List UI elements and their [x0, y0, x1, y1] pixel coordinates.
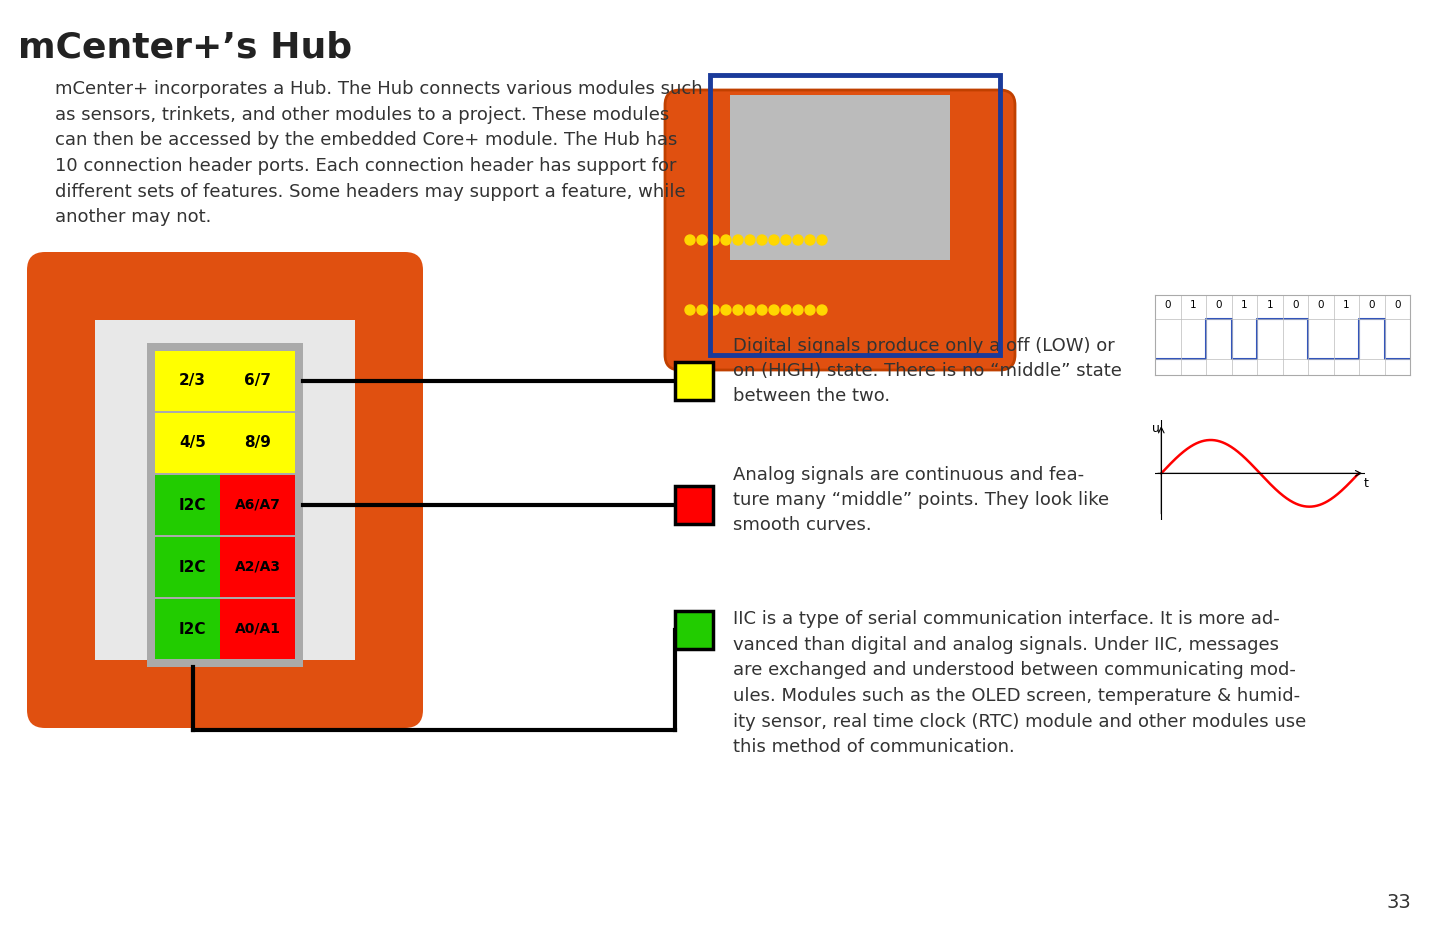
Bar — [212, 343, 303, 419]
Text: 0: 0 — [1216, 300, 1222, 310]
Text: I2C: I2C — [179, 559, 206, 574]
Text: 0: 0 — [1393, 300, 1401, 310]
Circle shape — [709, 305, 719, 315]
Circle shape — [745, 305, 755, 315]
Bar — [220, 537, 295, 597]
Circle shape — [697, 305, 708, 315]
Text: Digital signals produce only a off (LOW) or
on (HIGH) state. There is no “middle: Digital signals produce only a off (LOW)… — [733, 337, 1123, 405]
Bar — [212, 467, 303, 543]
Text: 0: 0 — [1369, 300, 1375, 310]
Text: mCenter+’s Hub: mCenter+’s Hub — [17, 30, 352, 64]
FancyBboxPatch shape — [731, 95, 950, 260]
FancyBboxPatch shape — [664, 90, 1014, 370]
Circle shape — [684, 305, 695, 315]
Bar — [156, 413, 231, 473]
Bar — [212, 529, 303, 605]
Text: A0/A1: A0/A1 — [235, 622, 281, 636]
Text: mCenter+ incorporates a Hub. The Hub connects various modules such
as sensors, t: mCenter+ incorporates a Hub. The Hub con… — [55, 80, 703, 226]
Text: 6/7: 6/7 — [244, 374, 271, 389]
Bar — [156, 351, 231, 411]
Bar — [147, 529, 238, 605]
Text: 1: 1 — [1343, 300, 1350, 310]
Circle shape — [720, 305, 731, 315]
Circle shape — [720, 235, 731, 245]
Circle shape — [684, 235, 695, 245]
Text: I2C: I2C — [179, 622, 206, 637]
Bar — [147, 591, 238, 667]
Circle shape — [793, 235, 803, 245]
Text: Analog signals are continuous and fea-
ture many “middle” points. They look like: Analog signals are continuous and fea- t… — [733, 466, 1110, 534]
Bar — [710, 75, 1000, 355]
Text: t: t — [1363, 476, 1369, 489]
Bar — [674, 362, 713, 400]
Text: 8/9: 8/9 — [244, 435, 271, 450]
Bar — [220, 413, 295, 473]
Circle shape — [817, 235, 827, 245]
Circle shape — [781, 235, 791, 245]
Circle shape — [757, 305, 767, 315]
Circle shape — [709, 235, 719, 245]
Circle shape — [745, 235, 755, 245]
Text: 0: 0 — [1317, 300, 1324, 310]
Text: 2/3: 2/3 — [179, 374, 206, 389]
Bar — [212, 405, 303, 481]
Circle shape — [769, 305, 780, 315]
Circle shape — [733, 235, 744, 245]
Text: 33: 33 — [1386, 893, 1411, 912]
Bar — [95, 320, 354, 660]
Bar — [156, 599, 231, 659]
Circle shape — [769, 235, 780, 245]
Bar — [220, 351, 295, 411]
Text: 1: 1 — [1267, 300, 1272, 310]
Bar — [156, 537, 231, 597]
Circle shape — [793, 305, 803, 315]
Bar — [156, 475, 231, 535]
Text: A6/A7: A6/A7 — [235, 498, 281, 512]
Circle shape — [733, 305, 744, 315]
Circle shape — [806, 305, 816, 315]
Bar — [674, 486, 713, 524]
Text: 1: 1 — [1190, 300, 1196, 310]
Circle shape — [757, 235, 767, 245]
Bar — [147, 467, 238, 543]
Bar — [212, 591, 303, 667]
FancyBboxPatch shape — [27, 252, 424, 728]
Circle shape — [697, 235, 708, 245]
Text: 0: 0 — [1164, 300, 1172, 310]
Text: 4/5: 4/5 — [179, 435, 206, 450]
Circle shape — [817, 305, 827, 315]
Bar — [147, 343, 238, 419]
Circle shape — [806, 235, 816, 245]
Bar — [674, 611, 713, 649]
Text: 0: 0 — [1293, 300, 1298, 310]
Text: A2/A3: A2/A3 — [235, 560, 281, 574]
Text: IIC is a type of serial communication interface. It is more ad-
vanced than digi: IIC is a type of serial communication in… — [733, 610, 1306, 757]
Text: I2C: I2C — [179, 498, 206, 513]
Circle shape — [781, 305, 791, 315]
Text: u: u — [1151, 421, 1160, 434]
Bar — [220, 599, 295, 659]
Text: 1: 1 — [1241, 300, 1248, 310]
Bar — [220, 475, 295, 535]
Bar — [147, 405, 238, 481]
